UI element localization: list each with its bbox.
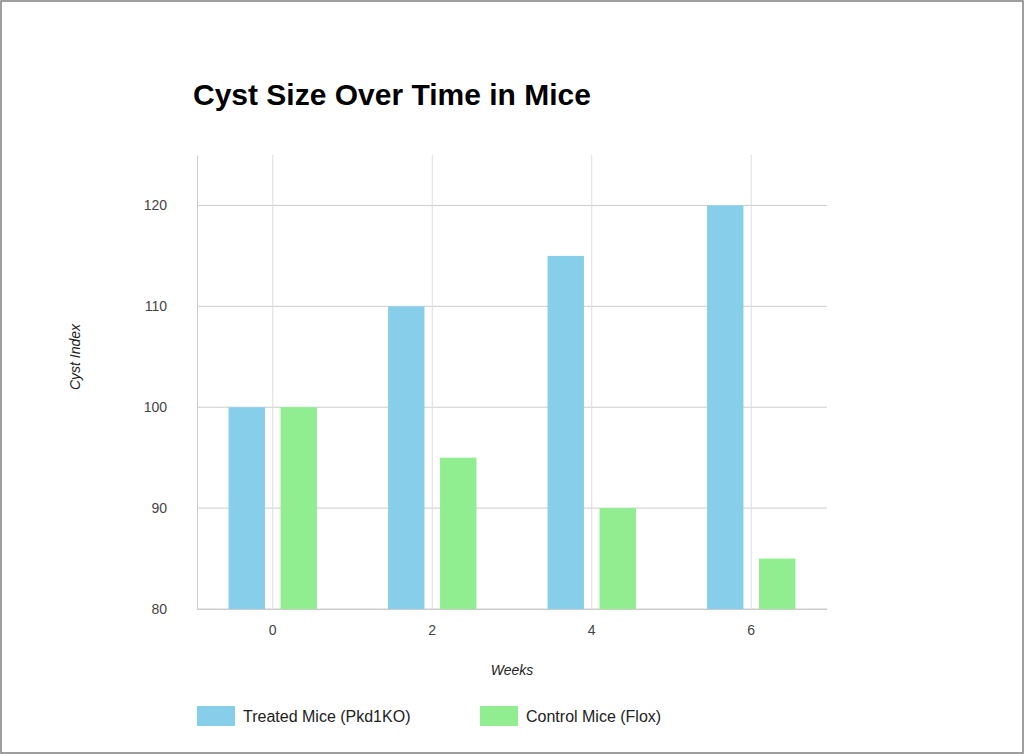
grid-line bbox=[591, 155, 592, 609]
tick: 6 bbox=[747, 609, 755, 638]
legend-label: Treated Mice (Pkd1KO) bbox=[243, 708, 410, 725]
legend: Treated Mice (Pkd1KO) Control Mice (Flox) bbox=[197, 706, 661, 726]
legend-swatch bbox=[197, 706, 235, 726]
bar bbox=[759, 559, 795, 609]
bar bbox=[600, 508, 636, 609]
tick-label: 120 bbox=[144, 197, 168, 213]
frame bbox=[1, 1, 1023, 753]
tick: 4 bbox=[588, 609, 596, 638]
grid-line bbox=[751, 155, 752, 609]
x-grid bbox=[273, 155, 751, 609]
tick-label: 90 bbox=[151, 500, 167, 516]
bar bbox=[707, 205, 743, 609]
tick: 90 bbox=[151, 500, 197, 516]
legend-swatch bbox=[480, 706, 518, 726]
axis-line bbox=[197, 156, 198, 610]
legend-item: Control Mice (Flox) bbox=[480, 706, 661, 726]
bar bbox=[548, 256, 584, 609]
tick: 0 bbox=[269, 609, 277, 638]
grid-line bbox=[272, 155, 273, 609]
legend-item: Treated Mice (Pkd1KO) bbox=[197, 706, 410, 726]
title: Cyst Size Over Time in Mice bbox=[193, 78, 591, 111]
bar bbox=[281, 407, 317, 609]
chart: 80 90 100 110 120 0 2 4 6 Cyst Size Over Time in … bbox=[0, 0, 1024, 754]
tick-label: 110 bbox=[145, 298, 168, 314]
tick-label: 0 bbox=[269, 622, 277, 638]
tick-label: 4 bbox=[588, 622, 596, 638]
tick: 120 bbox=[144, 197, 197, 213]
tick-label: 6 bbox=[747, 622, 755, 638]
bar bbox=[440, 458, 476, 609]
tick-label: 2 bbox=[428, 622, 436, 638]
bar bbox=[388, 306, 424, 609]
bars bbox=[229, 205, 796, 609]
plot: 80 90 100 110 120 0 2 4 6 bbox=[144, 155, 828, 638]
x-axis-title: Weeks bbox=[491, 662, 534, 678]
y-grid bbox=[197, 205, 827, 609]
y-axis: 80 90 100 110 120 bbox=[144, 156, 198, 617]
tick-label: 80 bbox=[151, 601, 167, 617]
axis-line bbox=[198, 609, 828, 610]
bar bbox=[229, 407, 265, 609]
tick: 110 bbox=[145, 298, 197, 314]
bar-series bbox=[229, 205, 744, 609]
grid-line bbox=[432, 155, 433, 609]
tick: 100 bbox=[144, 399, 197, 415]
bar-series bbox=[281, 407, 796, 609]
y-axis-title: Cyst Index bbox=[67, 323, 83, 390]
tick: 80 bbox=[151, 601, 197, 617]
x-axis: 0 2 4 6 bbox=[198, 609, 828, 638]
tick-label: 100 bbox=[144, 399, 168, 415]
tick: 2 bbox=[428, 609, 436, 638]
legend-label: Control Mice (Flox) bbox=[526, 708, 661, 725]
